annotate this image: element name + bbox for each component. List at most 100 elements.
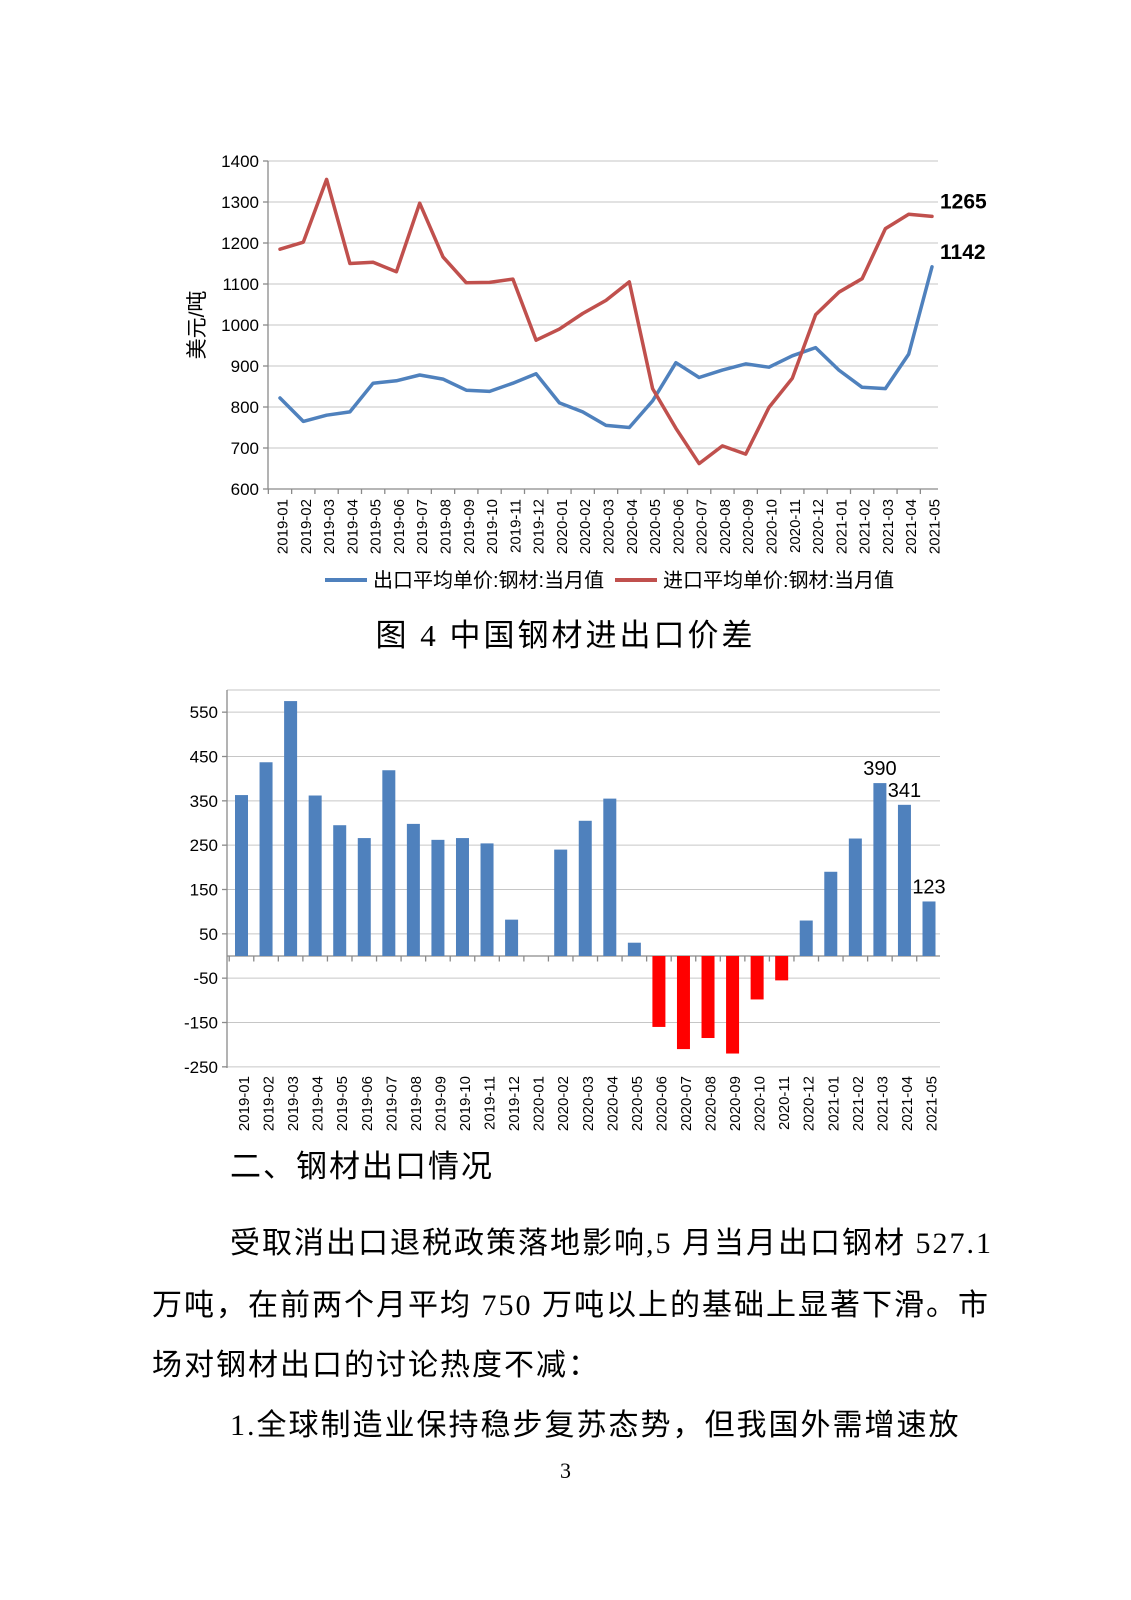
x-tick-label: 2020-12: [810, 499, 827, 554]
bars: [235, 701, 936, 1054]
bar: [603, 798, 617, 956]
data-label: 123: [912, 876, 945, 898]
data-label: 341: [888, 780, 921, 802]
x-tick-label: 2020-07: [678, 1076, 695, 1131]
y-tick-label: -250: [184, 1058, 218, 1077]
bar: [431, 839, 445, 956]
y-axis-title: 美元/吨: [186, 291, 209, 360]
y-tick-label: 350: [190, 792, 218, 811]
legend: 出口平均单价:钢材:当月值 进口平均单价:钢材:当月值: [325, 569, 894, 592]
x-tick-label: 2019-05: [334, 1076, 351, 1131]
list-item: 1.全球制造业保持稳步复苏态势，但我国外需增速放: [230, 1409, 961, 1442]
bar: [382, 770, 396, 956]
bar: [259, 762, 273, 956]
page-number: 3: [560, 1458, 571, 1483]
x-tick-label: 2020-04: [604, 1076, 621, 1131]
section-heading: 二、钢材出口情况: [230, 1149, 494, 1184]
x-tick-label: 2019-12: [506, 1076, 523, 1131]
bar: [505, 919, 519, 956]
line-series-0: [278, 265, 934, 430]
bar: [922, 901, 936, 956]
bar: [750, 956, 764, 1000]
y-tick-label: 150: [190, 881, 218, 900]
bar: [455, 838, 469, 956]
y-tick-label: 1000: [221, 316, 259, 335]
y-tick-label: 450: [190, 748, 218, 767]
x-tick-label: 2019-08: [438, 499, 455, 554]
bar: [824, 871, 838, 956]
x-tick-label: 2020-01: [554, 499, 571, 554]
x-tick-label: 2019-10: [457, 1076, 474, 1131]
y-tick-label: -150: [184, 1014, 218, 1033]
y-tick-label: -50: [193, 969, 218, 988]
x-tick-label: 2019-12: [531, 499, 548, 554]
x-tick-label: 2020-03: [601, 499, 618, 554]
x-tick-label: 2021-02: [857, 499, 874, 554]
x-tick-label: 2019-05: [368, 499, 385, 554]
x-tick-label: 2019-03: [285, 1076, 302, 1131]
bar: [627, 942, 641, 956]
x-tick-label: 2021-01: [833, 499, 850, 554]
x-tick-label: 2020-11: [776, 1076, 793, 1130]
bar: [406, 823, 420, 956]
x-tick-label: 2019-02: [261, 1076, 278, 1131]
y-tick-label: 550: [190, 703, 218, 722]
x-tick-label: 2021-04: [903, 499, 920, 554]
bar: [578, 820, 592, 956]
bar: [873, 783, 887, 956]
x-tick-label: 2019-10: [484, 499, 501, 554]
x-tick-label: 2021-05: [927, 499, 944, 554]
y-tick-label: 700: [231, 439, 259, 458]
y-tick-label: 1300: [221, 193, 259, 212]
x-tick-label: 2021-03: [880, 499, 897, 554]
x-tick-label: 2020-07: [694, 499, 711, 554]
gridlines: [268, 160, 938, 449]
x-tick-label: 2019-11: [507, 499, 524, 553]
x-tick-label: 2020-03: [580, 1076, 597, 1131]
x-tick-label: 2020-02: [577, 499, 594, 554]
y-tick-label: 800: [231, 398, 259, 417]
x-tick-label: 2021-03: [874, 1076, 891, 1131]
bar: [701, 956, 715, 1039]
x-tick-label: 2019-01: [236, 1076, 253, 1131]
x-tick-label: 2019-07: [383, 1076, 400, 1131]
x-tick-label: 2020-10: [764, 499, 781, 554]
x-tick-label: 2019-08: [408, 1076, 425, 1131]
bar: [848, 838, 862, 956]
bar: [480, 843, 494, 956]
x-tick-label: 2020-09: [727, 1076, 744, 1131]
x-tick-label: 2021-04: [899, 1076, 916, 1131]
x-tick-label: 2019-03: [321, 499, 338, 554]
x-tick-label: 2019-01: [275, 499, 292, 554]
x-tick-label: 2020-08: [717, 499, 734, 554]
bar: [357, 838, 371, 956]
bar: [333, 825, 347, 956]
x-tick-label: 2019-06: [391, 499, 408, 554]
data-label: 1265: [940, 190, 987, 213]
x-tick-label: 2020-04: [624, 499, 641, 554]
x-tick-label: 2020-10: [752, 1076, 769, 1131]
bar: [799, 920, 813, 956]
x-tick-label: 2021-02: [850, 1076, 867, 1131]
paragraph-line-1: 受取消出口退税政策落地影响,5 月当月出口钢材 527.1: [230, 1227, 993, 1260]
x-tick-label: 2020-05: [629, 1076, 646, 1131]
x-tick-label: 2020-02: [555, 1076, 572, 1131]
x-tick-label: 2021-05: [924, 1076, 941, 1131]
x-tick-label: 2020-09: [740, 499, 757, 554]
legend-label: 出口平均单价:钢材:当月值: [373, 569, 604, 592]
y-tick-labels: 600 700 800 900 1000 1100 1200 1300 1400: [221, 152, 259, 499]
x-tick-labels: 2019-01 2019-02 2019-03 2019-04 2019-05 2019-…: [236, 1076, 941, 1131]
data-label: 1142: [940, 241, 986, 264]
y-tick-label: 1100: [222, 275, 259, 294]
x-tick-label: 2019-04: [344, 499, 361, 554]
y-tick-label: 600: [231, 480, 259, 499]
x-tick-label: 2019-09: [461, 499, 478, 554]
y-tick-label: 1400: [221, 152, 259, 171]
x-tick-label: 2020-06: [670, 499, 687, 554]
y-tick-label: 900: [231, 357, 259, 376]
y-tick-label: 1200: [221, 234, 259, 253]
line-series-1: [278, 177, 934, 466]
